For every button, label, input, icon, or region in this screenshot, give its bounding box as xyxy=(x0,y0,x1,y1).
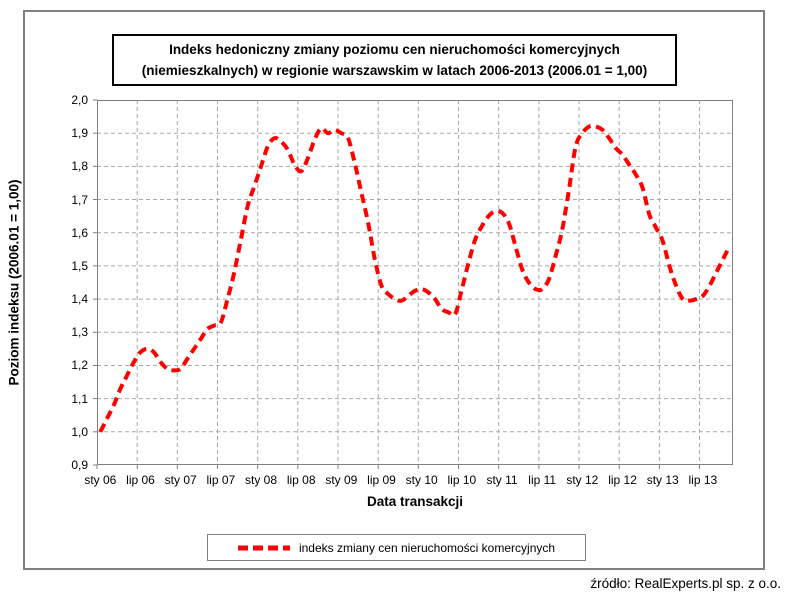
y-tick-label: 1,2 xyxy=(71,358,88,373)
y-tick-label: 1,7 xyxy=(71,192,88,207)
y-tick-label: 2,0 xyxy=(71,93,88,107)
x-tick-label: lip 07 xyxy=(206,473,236,487)
legend-line-sample xyxy=(237,545,290,550)
y-axis-title: Poziom indeksu (2006.01 = 1,00) xyxy=(6,179,22,386)
y-tick-label: 1,1 xyxy=(71,391,88,406)
x-axis-title: Data transakcji xyxy=(366,494,464,509)
chart-frame xyxy=(23,10,765,570)
plot-border xyxy=(97,100,733,465)
x-tick-label: sty 09 xyxy=(325,473,358,487)
x-tick-label: lip 13 xyxy=(688,473,718,487)
chart-title-line1: Indeks hedoniczny zmiany poziomu cen nie… xyxy=(169,42,620,57)
x-tick-label: sty 08 xyxy=(245,473,278,487)
legend: indeks zmiany cen nieruchomości komercyj… xyxy=(207,534,586,561)
y-tick-label: 1,4 xyxy=(71,292,88,307)
y-tick-label: 1,6 xyxy=(71,225,88,240)
y-tick-label: 1,5 xyxy=(71,258,88,273)
x-tick-label: lip 12 xyxy=(608,473,637,487)
y-tick-label: 1,8 xyxy=(71,159,88,174)
x-tick-label: lip 10 xyxy=(447,473,477,487)
x-tick-label: lip 09 xyxy=(367,473,396,487)
y-tick-label: 1,3 xyxy=(71,325,88,340)
y-tick-label: 1,0 xyxy=(71,424,88,439)
chart-title-line2: (niemieszkalnych) w regionie warszawskim… xyxy=(141,63,648,78)
y-tick-label: 1,9 xyxy=(71,126,88,141)
x-tick-label: sty 11 xyxy=(486,473,518,487)
x-tick-label: sty 13 xyxy=(646,473,679,487)
source-note: źródło: RealExperts.pl sp. z o.o. xyxy=(590,576,781,591)
x-tick-label: sty 10 xyxy=(405,473,438,487)
legend-label: indeks zmiany cen nieruchomości komercyj… xyxy=(298,540,556,555)
x-tick-label: sty 06 xyxy=(84,473,117,487)
y-tick-label: 0,9 xyxy=(71,458,88,472)
x-tick-label: sty 07 xyxy=(164,473,197,487)
x-tick-label: sty 12 xyxy=(566,473,599,487)
x-tick-label: lip 06 xyxy=(126,473,155,487)
x-tick-label: lip 08 xyxy=(286,473,316,487)
chart-title: Indeks hedoniczny zmiany poziomu cen nie… xyxy=(112,34,677,86)
plot-area xyxy=(93,99,733,469)
index-series-line xyxy=(98,123,732,433)
x-tick-label: lip 11 xyxy=(528,473,557,487)
